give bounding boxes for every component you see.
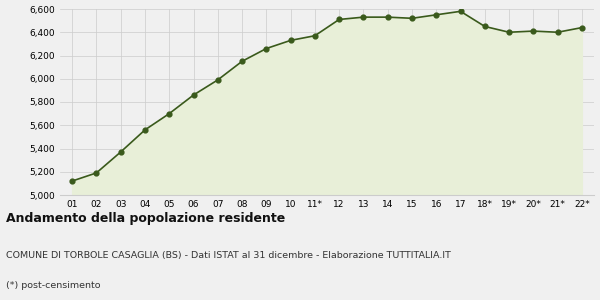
Point xyxy=(116,150,125,154)
Point xyxy=(553,30,562,34)
Point xyxy=(407,16,417,21)
Point xyxy=(188,93,198,98)
Point xyxy=(140,128,150,132)
Point xyxy=(504,30,514,34)
Point xyxy=(237,59,247,64)
Point xyxy=(334,17,344,22)
Text: COMUNE DI TORBOLE CASAGLIA (BS) - Dati ISTAT al 31 dicembre - Elaborazione TUTTI: COMUNE DI TORBOLE CASAGLIA (BS) - Dati I… xyxy=(6,251,451,260)
Point xyxy=(529,29,538,34)
Point xyxy=(383,15,392,20)
Point xyxy=(67,178,77,183)
Point xyxy=(359,15,368,20)
Point xyxy=(480,24,490,29)
Point xyxy=(456,9,466,14)
Text: (*) post-censimento: (*) post-censimento xyxy=(6,281,101,290)
Point xyxy=(286,38,295,43)
Point xyxy=(164,111,174,116)
Point xyxy=(310,33,320,38)
Point xyxy=(213,77,223,82)
Point xyxy=(92,170,101,175)
Point xyxy=(262,46,271,51)
Point xyxy=(577,25,587,30)
Point xyxy=(431,12,441,17)
Text: Andamento della popolazione residente: Andamento della popolazione residente xyxy=(6,212,285,225)
